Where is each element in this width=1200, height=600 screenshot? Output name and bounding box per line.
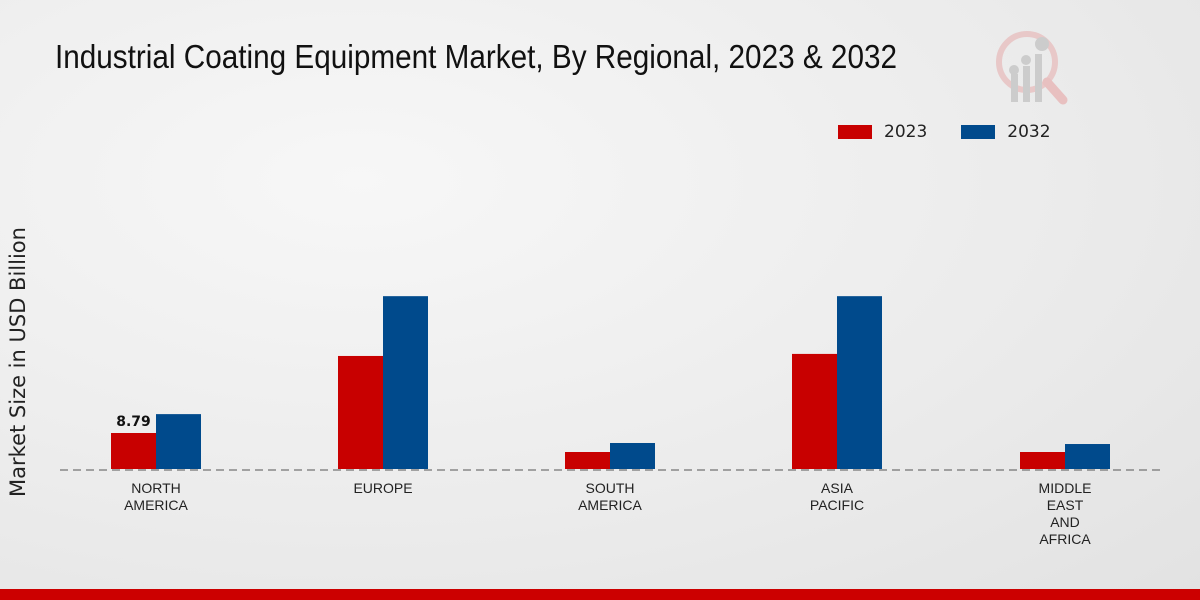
bar-2023-4 — [1020, 452, 1065, 469]
bar-2023-3 — [792, 353, 837, 469]
logo-icon — [996, 31, 1068, 105]
legend-swatch — [961, 125, 996, 139]
x-tick-label: MIDDLE EAST AND AFRICA — [1039, 480, 1092, 547]
footer-bar — [0, 589, 1200, 600]
bar-2032-3 — [837, 296, 882, 469]
bar-2023-1 — [338, 355, 383, 469]
legend-item-2023: 2023 — [838, 122, 927, 142]
x-tick-label: ASIA PACIFIC — [810, 480, 864, 513]
x-tick-label: EUROPE — [353, 480, 412, 496]
data-label: 8.79 — [116, 414, 151, 430]
legend-item-2032: 2032 — [961, 122, 1051, 142]
bar-2032-1 — [383, 296, 428, 469]
x-tick-label: NORTH AMERICA — [124, 480, 188, 513]
bar-2032-4 — [1065, 444, 1110, 469]
chart-title: Industrial Coating Equipment Market, By … — [55, 38, 898, 75]
legend-label: 2023 — [884, 122, 928, 142]
legend: 2023 2032 — [838, 122, 1051, 142]
x-tick-label: SOUTH AMERICA — [578, 480, 642, 513]
bar-2032-2 — [610, 442, 655, 469]
bar-2023-0 — [111, 433, 156, 469]
legend-swatch — [838, 125, 872, 139]
bar-2032-0 — [156, 414, 201, 469]
legend-label: 2032 — [1007, 122, 1051, 142]
bar-2023-2 — [565, 452, 610, 469]
